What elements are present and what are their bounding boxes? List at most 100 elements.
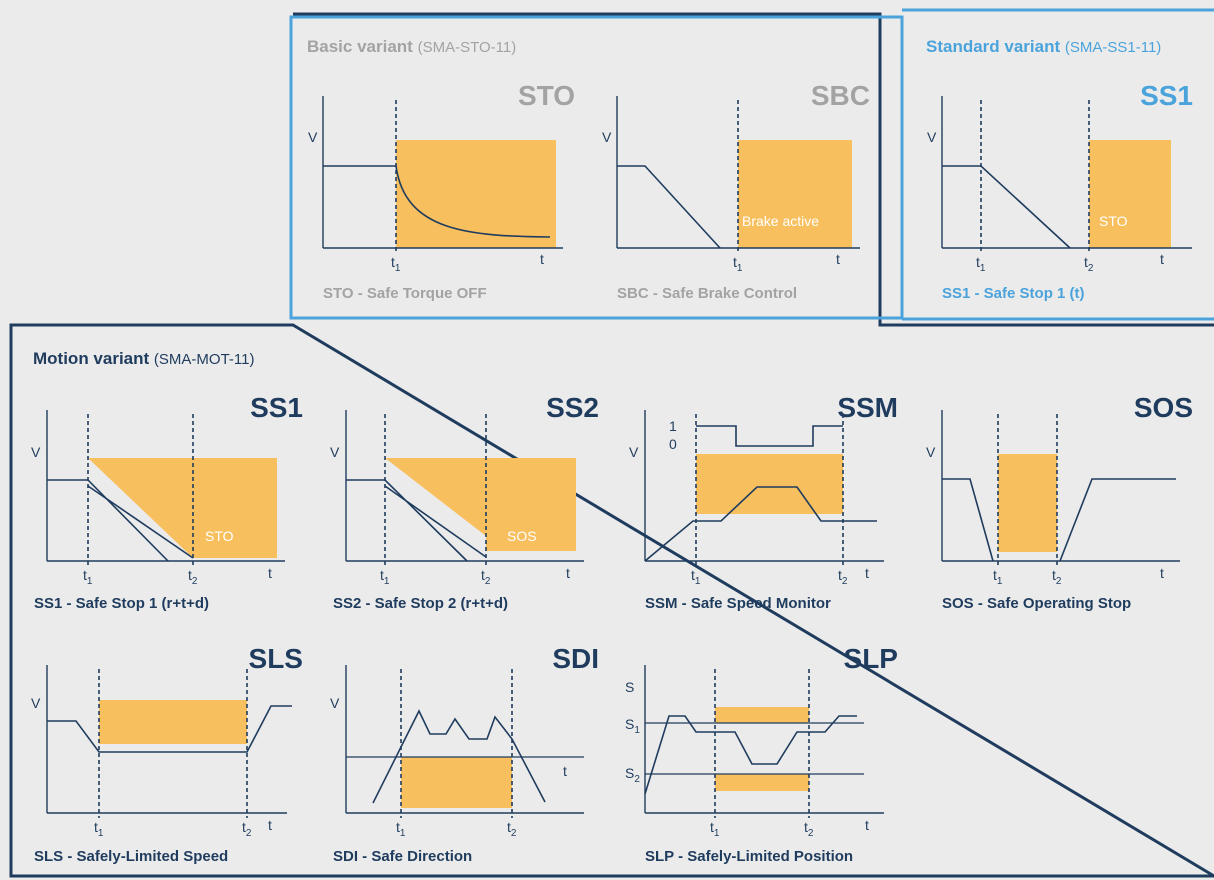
y-axis-label: V [31,444,41,460]
motion-variant-frame [9,12,1214,878]
signal-curve-1 [346,479,468,562]
y-axis-label: V [927,129,937,145]
function-caption: SS1 - Safe Stop 1 (r+t+d) [34,595,209,612]
x-axis-label: t [1160,565,1164,581]
signal-curve-1 [47,705,292,753]
y-axis-label: V [926,444,936,460]
panel-sbc: SBC Vt t1 Brake active SBC - Safe Brake Cont… [602,80,870,302]
function-title: SDI [552,643,599,674]
x-axis-label: t [865,817,869,833]
zone-label: STO [1099,213,1128,229]
function-title: SS1 [250,392,303,423]
panel-sos: SOS Vt t1 t2 SOS - Safe Operating Stop [926,392,1193,612]
limit-label-1: S1 [625,716,640,736]
panel-ss2: SS2 Vt t1 t2 SOS SS2 - Safe Stop 2 (r+t+d) [330,392,599,612]
time-tick-1: t1 [710,819,720,839]
time-tick-2: t2 [804,819,814,839]
time-tick-1: t1 [976,254,986,274]
time-tick-1: t1 [733,254,743,274]
level-label-2: 0 [669,436,677,452]
active-zone-1 [396,140,556,248]
motion-variant-title: Motion variant (SMA-MOT-11) [33,349,254,368]
signal-curve-1 [942,165,1071,249]
panel-ss1: SS1 Vt t1 t2 STO SS1 - Safe Stop 1 (r+t+d) [31,392,303,612]
function-caption: SOS - Safe Operating Stop [942,595,1131,612]
active-zone-1 [99,700,247,744]
active-zone-2 [715,774,809,791]
x-axis-label: t [865,565,869,581]
y-axis-label: V [330,444,340,460]
time-tick-1: t1 [380,567,390,587]
signal-curve-1 [644,486,877,562]
time-tick-2: t2 [1084,254,1094,274]
time-tick-2: t2 [242,819,252,839]
x-axis-label: t [836,251,840,267]
y-axis-label: V [629,444,639,460]
signal-curve-1 [942,478,994,562]
function-caption: SDI - Safe Direction [333,848,472,865]
y-axis-label: S [625,679,634,695]
function-caption: STO - Safe Torque OFF [323,285,487,302]
time-tick-1: t1 [993,567,1003,587]
x-axis-label: t [566,565,570,581]
time-tick-2: t2 [188,567,198,587]
active-zone-1 [401,757,512,808]
zone-label: Brake active [742,213,819,229]
signal-curve-1 [47,479,169,562]
signal-curve-2 [1059,478,1176,562]
time-tick-2: t2 [1052,567,1062,587]
y-axis-label: V [602,129,612,145]
time-tick-1: t1 [391,254,401,274]
zone-label: STO [205,528,234,544]
function-title: SS2 [546,392,599,423]
active-zone-1 [715,707,809,723]
panel-sls: SLS Vt t1 t2 SLS - Safely-Limited Speed [31,643,303,865]
panel-sdi: SDI Vt t1 t2 SDI - Safe Direction [330,643,599,865]
active-zone-1 [998,454,1057,552]
y-axis-label: V [308,129,318,145]
time-tick-1: t1 [691,567,701,587]
function-caption: SLP - Safely-Limited Position [645,848,853,865]
standard-variant-title: Standard variant (SMA-SS1-11) [926,37,1161,56]
function-title: SLS [249,643,303,674]
panel-ssm: SSM Vt t1 t2 1 0 SSM - Safe Speed Monitor [629,392,898,612]
active-zone-1 [1089,140,1171,248]
x-axis-label: t [1160,251,1164,267]
signal-curve-1 [644,715,857,795]
time-tick-1: t1 [396,819,406,839]
signal-curve-2 [384,485,487,558]
time-tick-1: t1 [94,819,104,839]
standard-variant-frame [902,8,1214,321]
x-axis-label: t [540,251,544,267]
function-title: STO [518,80,575,111]
function-caption: SS2 - Safe Stop 2 (r+t+d) [333,595,508,612]
y-axis-label: V [330,695,340,711]
y-axis-label: V [31,695,41,711]
panel-sto: STO Vt t1 STO - Safe Torque OFF [308,80,575,302]
x-axis-label: t [563,763,567,779]
function-title: SS1 [1140,80,1193,111]
basic-variant-frame [289,15,904,320]
active-zone-1 [738,140,852,248]
signal-curve-1 [617,165,721,249]
signal-curve-2 [696,425,843,447]
function-title: SLP [844,643,898,674]
function-caption: SSM - Safe Speed Monitor [645,595,831,612]
basic-variant-title: Basic variant (SMA-STO-11) [307,37,516,56]
time-tick-1: t1 [83,567,93,587]
active-zone-1 [88,458,277,558]
function-title: SBC [811,80,870,111]
time-tick-2: t2 [838,567,848,587]
decay-curve [395,165,551,238]
function-title: SSM [837,392,898,423]
function-caption: SLS - Safely-Limited Speed [34,848,228,865]
limit-label-2: S2 [625,765,640,785]
signal-curve-2 [87,485,194,559]
x-axis-label: t [268,817,272,833]
level-label-1: 1 [669,418,677,434]
time-tick-2: t2 [481,567,491,587]
active-zone-1 [385,458,576,551]
function-caption: SBC - Safe Brake Control [617,285,797,302]
